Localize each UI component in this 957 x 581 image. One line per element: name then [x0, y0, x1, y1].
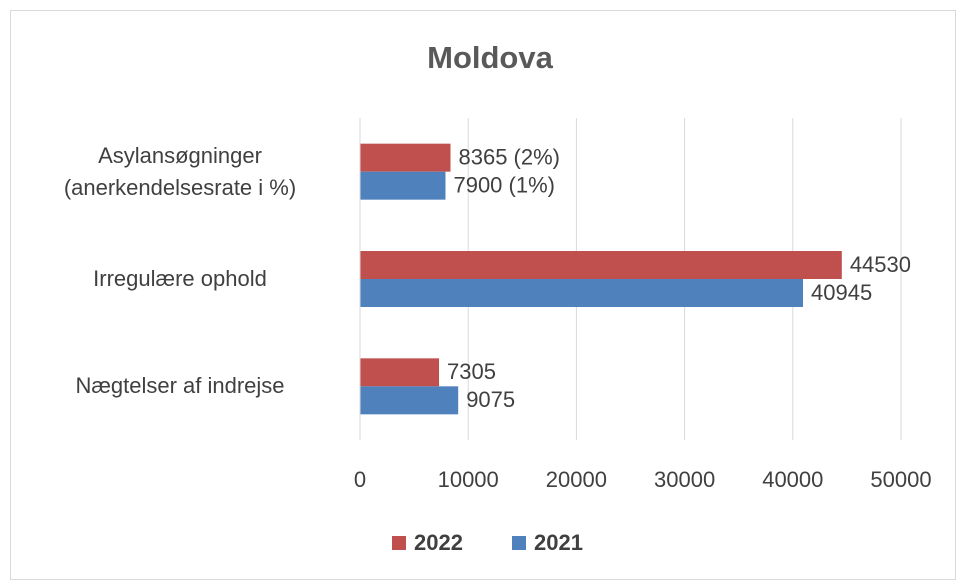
data-label: 7900 (1%)	[453, 172, 555, 197]
y-tick-label: Asylansøgninger (anerkendelsesrate i %)	[63, 142, 297, 200]
bar	[360, 171, 446, 200]
y-tick-label: Irregulære ophold	[93, 266, 267, 292]
category-label-box: Irregulære ophold	[93, 266, 267, 292]
bar	[360, 279, 804, 307]
bar	[360, 358, 440, 387]
bar	[360, 386, 459, 415]
x-tick-label: 30000	[654, 467, 715, 492]
chart-title: Moldova	[427, 40, 553, 75]
legend-label: 2021	[534, 530, 583, 555]
data-label: 44530	[850, 252, 911, 277]
y-tick-label: Nægtelser af indrejse	[75, 373, 285, 399]
bar	[360, 143, 451, 172]
data-label: 8365 (2%)	[459, 144, 561, 169]
data-label: 40945	[811, 280, 872, 305]
legend-swatch	[392, 536, 406, 550]
x-tick-label: 0	[354, 467, 366, 492]
bar	[360, 251, 842, 279]
legend-label: 2022	[414, 530, 463, 555]
data-label: 9075	[466, 387, 515, 412]
x-tick-label: 10000	[438, 467, 499, 492]
x-tick-label: 40000	[762, 467, 823, 492]
data-label: 7305	[447, 359, 496, 384]
x-tick-label: 50000	[870, 467, 931, 492]
legend-swatch	[512, 536, 526, 550]
category-label-box: Asylansøgninger (anerkendelsesrate i %)	[63, 142, 297, 200]
category-label-box: Nægtelser af indrejse	[75, 373, 285, 399]
x-tick-label: 20000	[546, 467, 607, 492]
